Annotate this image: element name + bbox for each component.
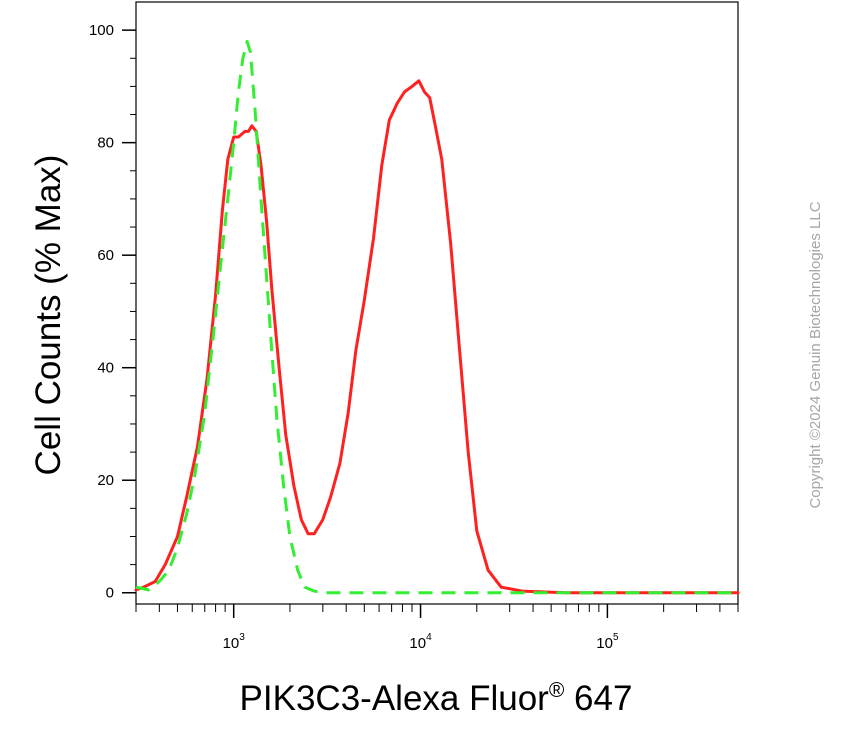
- series-line-dashed: [135, 39, 738, 595]
- x-tick-label-exponent: 5: [613, 632, 619, 643]
- series-layer: [134, 39, 740, 595]
- x-axis-title-main: PIK3C3-Alexa Fluor: [240, 679, 550, 718]
- y-tick-label: 100: [89, 22, 114, 39]
- series-line-solid: [134, 79, 740, 595]
- y-tick-label: 40: [97, 360, 114, 377]
- x-tick-label-exponent: 4: [426, 632, 432, 643]
- copyright-watermark: Copyright ©2024 Genuin Biotechnologies L…: [807, 201, 824, 508]
- y-tick-label: 80: [97, 135, 114, 152]
- y-axis-title: Cell Counts (% Max): [29, 155, 68, 476]
- plot-border: [135, 1, 739, 605]
- x-tick-label: 105: [596, 632, 619, 652]
- y-tick-label: 60: [97, 247, 114, 264]
- x-tick-label-base: 10: [409, 635, 426, 652]
- x-tick-label: 104: [409, 632, 432, 652]
- plot-frame: [135, 1, 739, 605]
- x-axis-title-registered: ®: [549, 679, 565, 702]
- y-axis: 0 20 40 60 80 100: [89, 22, 136, 602]
- x-tick-label-base: 10: [596, 635, 613, 652]
- x-tick-label-exponent: 3: [239, 632, 245, 643]
- x-axis: 103 104 105: [135, 604, 739, 652]
- y-tick-label: 0: [106, 585, 114, 602]
- x-axis-title-suffix: 647: [564, 679, 632, 718]
- y-tick-label: 20: [97, 472, 114, 489]
- x-axis-title: PIK3C3-Alexa Fluor® 647: [240, 679, 633, 718]
- x-tick-label-base: 10: [223, 635, 240, 652]
- x-tick-label: 103: [223, 632, 246, 652]
